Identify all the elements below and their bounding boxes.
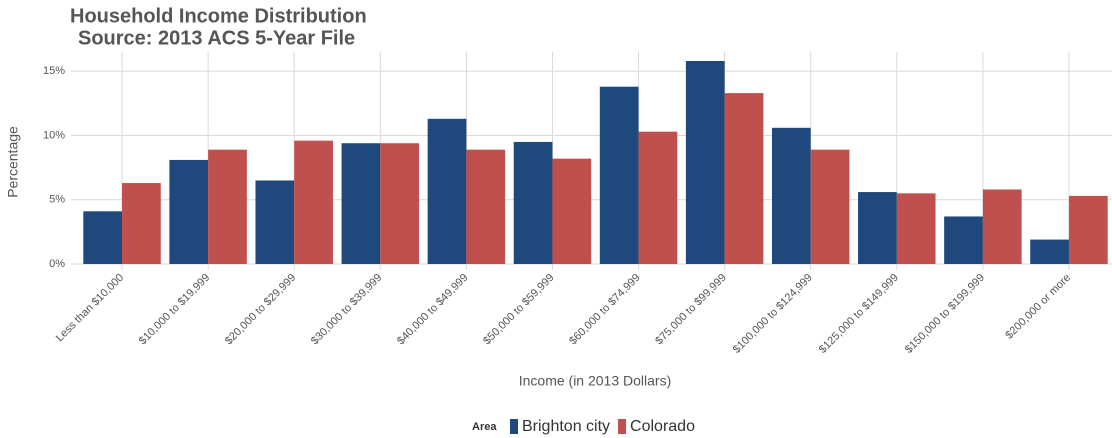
bar xyxy=(466,149,506,264)
bar xyxy=(341,143,381,264)
chart-title: Household Income Distribution xyxy=(70,5,367,27)
x-tick-label: $200,000 or more xyxy=(1003,272,1073,342)
bar xyxy=(169,159,209,264)
bar xyxy=(858,192,897,264)
x-axis-label: Income (in 2013 Dollars) xyxy=(519,373,672,389)
legend-swatch xyxy=(510,419,518,434)
x-tick-label: $60,000 to $74,999 xyxy=(567,272,643,348)
bar xyxy=(771,127,811,264)
bar xyxy=(638,131,678,264)
legend-title: Area xyxy=(472,421,497,433)
y-tick-label: 15% xyxy=(43,65,65,77)
bar xyxy=(208,149,247,264)
bar xyxy=(810,149,850,264)
y-tick-label: 10% xyxy=(43,129,65,141)
bar xyxy=(83,211,123,264)
bar xyxy=(599,86,639,264)
bar xyxy=(380,143,420,264)
bar xyxy=(294,140,333,264)
y-tick-label: 0% xyxy=(49,258,65,270)
bar xyxy=(552,158,592,264)
bar xyxy=(1030,239,1069,264)
chart-subtitle: Source: 2013 ACS 5-Year File xyxy=(78,27,355,49)
x-tick-label: $50,000 to $59,999 xyxy=(481,272,557,348)
bar xyxy=(982,189,1022,264)
y-axis-label: Percentage xyxy=(5,126,21,198)
x-tick-label: $10,000 to $19,999 xyxy=(137,272,213,348)
x-tick-label: $30,000 to $39,999 xyxy=(309,272,385,348)
x-tick-label: $40,000 to $49,999 xyxy=(395,272,471,348)
bar xyxy=(685,60,725,264)
legend-label: Brighton city xyxy=(522,418,610,435)
x-tick-label: Less than $10,000 xyxy=(54,272,127,345)
bar xyxy=(122,183,161,264)
bar xyxy=(255,180,295,264)
x-tick-label: $75,000 to $99,999 xyxy=(653,272,729,348)
x-tick-label: $125,000 to $149,999 xyxy=(817,272,901,356)
legend-label: Colorado xyxy=(630,418,695,435)
x-tick-label: $150,000 to $199,999 xyxy=(903,272,987,356)
bar xyxy=(896,193,936,264)
bar xyxy=(1068,195,1108,264)
bar xyxy=(944,216,983,264)
bar xyxy=(513,141,553,264)
bar xyxy=(427,118,467,264)
x-tick-label: $100,000 to $124,999 xyxy=(731,272,815,356)
legend-swatch xyxy=(618,419,627,434)
y-tick-label: 5% xyxy=(49,194,65,206)
bar xyxy=(724,93,764,265)
x-tick-label: $20,000 to $29,999 xyxy=(223,272,299,348)
